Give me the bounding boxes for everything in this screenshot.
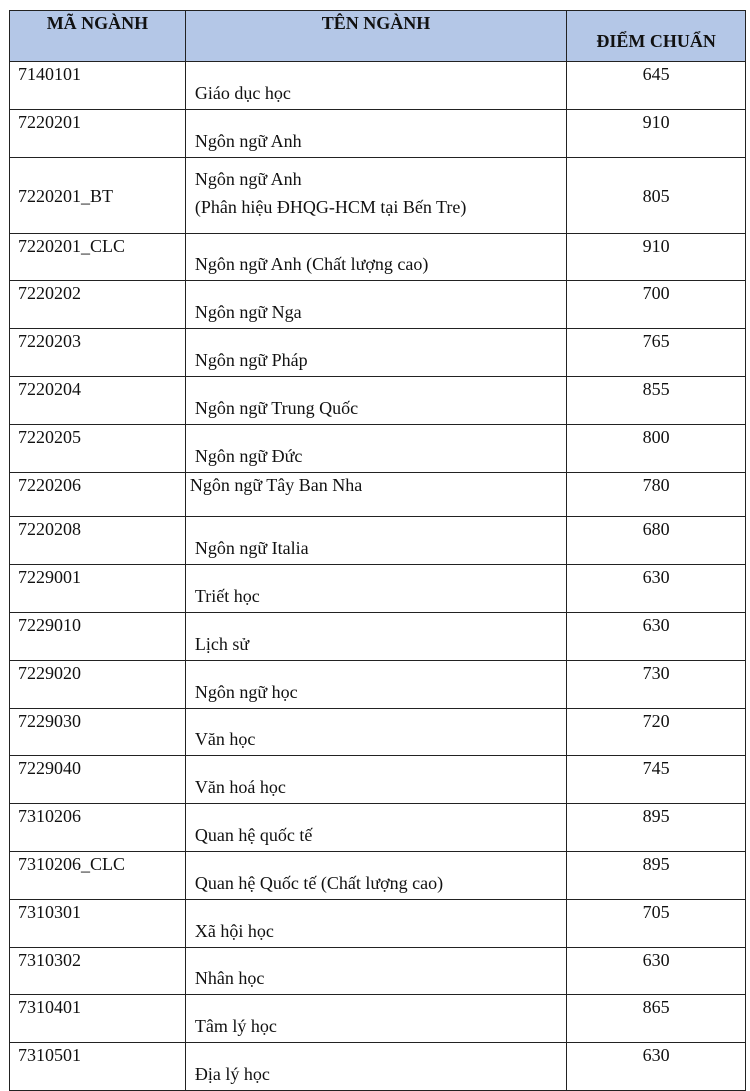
table-row: 7140101 Giáo dục học 645: [9, 61, 746, 110]
cell-name: Quan hệ quốc tế: [184, 803, 568, 852]
cell-name: Văn hoá học: [184, 755, 568, 805]
cell-score: 700: [566, 280, 746, 330]
cell-score: 630: [566, 1042, 746, 1091]
cell-code: 7220201_CLC: [9, 232, 186, 282]
cell-name: Quan hệ Quốc tế (Chất lượng cao): [184, 850, 568, 900]
table-row: 7310501 Địa lý học 630: [9, 1042, 746, 1091]
table-row: 7310302 Nhân học 630: [9, 946, 746, 996]
cell-code: 7220202: [9, 280, 186, 330]
header-name: TÊN NGÀNH: [184, 10, 568, 62]
cell-score: 910: [566, 108, 746, 158]
cell-score: 910: [566, 232, 746, 282]
cell-name: Ngôn ngữ Pháp: [184, 328, 568, 377]
cell-name: Xã hội học: [184, 898, 568, 948]
cell-code: 7220201_BT: [9, 156, 186, 234]
table-row: 7229010 Lịch sử 630: [9, 611, 746, 661]
cell-code: 7220203: [9, 328, 186, 377]
cell-name: Giáo dục học: [184, 61, 568, 110]
table-row: 7310206_CLC Quan hệ Quốc tế (Chất lượng c…: [9, 850, 746, 900]
header-score: ĐIỂM CHUẨN: [566, 10, 746, 62]
cell-score: 895: [566, 850, 746, 900]
table-row: 7220204 Ngôn ngữ Trung Quốc 855: [9, 375, 746, 425]
cell-name: Ngôn ngữ Anh (Chất lượng cao): [184, 232, 568, 282]
cell-name: Ngôn ngữ Nga: [184, 280, 568, 330]
cell-score: 780: [566, 471, 746, 518]
cell-score: 630: [566, 564, 746, 613]
cell-code: 7310302: [9, 946, 186, 996]
cell-name-line1: Ngôn ngữ Anh: [194, 168, 302, 189]
table-row: 7220206 Ngôn ngữ Tây Ban Nha 780: [9, 471, 746, 518]
cell-code: 7310401: [9, 994, 186, 1044]
cell-code: 7229040: [9, 755, 186, 805]
cell-score: 705: [566, 898, 746, 948]
cell-code: 7310206_CLC: [9, 850, 186, 900]
header-code: MÃ NGÀNH: [9, 10, 186, 62]
table-row: 7220201 Ngôn ngữ Anh 910: [9, 108, 746, 158]
cell-code: 7310206: [9, 803, 186, 852]
cell-name: Lịch sử: [184, 611, 568, 661]
cell-score: 745: [566, 755, 746, 805]
cell-name: Ngôn ngữ Trung Quốc: [184, 375, 568, 425]
cell-name: Ngôn ngữ Anh (Phân hiệu ĐHQG-HCM tại Bến …: [184, 156, 568, 234]
cell-score: 895: [566, 803, 746, 852]
cell-code: 7229020: [9, 659, 186, 709]
cell-score: 800: [566, 423, 746, 473]
cell-score: 865: [566, 994, 746, 1044]
table-row: 7220202 Ngôn ngữ Nga 700: [9, 280, 746, 330]
cell-score: 805: [566, 156, 746, 234]
table-row: 7229001 Triết học 630: [9, 564, 746, 613]
table-row: 7220203 Ngôn ngữ Pháp 765: [9, 328, 746, 377]
table-body: 7140101 Giáo dục học 645 7220201 Ngôn ngữ An…: [9, 61, 746, 1091]
table-row: 7310301 Xã hội học 705: [9, 898, 746, 948]
cell-score: 680: [566, 516, 746, 566]
cell-code: 7310301: [9, 898, 186, 948]
header-row: MÃ NGÀNH TÊN NGÀNH ĐIỂM CHUẨN: [9, 10, 746, 62]
table-row: 7229040 Văn hoá học 745: [9, 755, 746, 805]
cell-name: Ngôn ngữ học: [184, 659, 568, 709]
table-row: 7220201_CLC Ngôn ngữ Anh (Chất lượng cao)…: [9, 232, 746, 282]
table-row: 7310401 Tâm lý học 865: [9, 994, 746, 1044]
admission-score-table: MÃ NGÀNH TÊN NGÀNH ĐIỂM CHUẨN 7140101 Giá…: [9, 10, 746, 1091]
cell-name: Địa lý học: [184, 1042, 568, 1091]
table-row: 7220205 Ngôn ngữ Đức 800: [9, 423, 746, 473]
cell-code: 7220201: [9, 108, 186, 158]
table-row: 7229020 Ngôn ngữ học 730: [9, 659, 746, 709]
cell-code: 7229030: [9, 707, 186, 757]
cell-name-line2: (Phân hiệu ĐHQG-HCM tại Bến Tre): [194, 196, 467, 217]
cell-name: Triết học: [184, 564, 568, 613]
cell-score: 730: [566, 659, 746, 709]
cell-name: Nhân học: [184, 946, 568, 996]
cell-code: 7229010: [9, 611, 186, 661]
cell-code: 7229001: [9, 564, 186, 613]
table-row: 7310206 Quan hệ quốc tế 895: [9, 803, 746, 852]
cell-score: 630: [566, 611, 746, 661]
table-row: 7220201_BT Ngôn ngữ Anh (Phân hiệu ĐHQG-HC…: [9, 156, 746, 234]
table-row: 7220208 Ngôn ngữ Italia 680: [9, 516, 746, 566]
cell-code: 7140101: [9, 61, 186, 110]
cell-code: 7220206: [9, 471, 186, 518]
cell-code: 7220208: [9, 516, 186, 566]
cell-score: 765: [566, 328, 746, 377]
table-row: 7229030 Văn học 720: [9, 707, 746, 757]
cell-name: Ngôn ngữ Tây Ban Nha: [184, 471, 568, 518]
cell-code: 7220205: [9, 423, 186, 473]
cell-name: Tâm lý học: [184, 994, 568, 1044]
cell-code: 7220204: [9, 375, 186, 425]
cell-score: 720: [566, 707, 746, 757]
cell-name: Ngôn ngữ Anh: [184, 108, 568, 158]
cell-code: 7310501: [9, 1042, 186, 1091]
cell-score: 645: [566, 61, 746, 110]
cell-name: Văn học: [184, 707, 568, 757]
cell-score: 630: [566, 946, 746, 996]
cell-score: 855: [566, 375, 746, 425]
cell-name: Ngôn ngữ Đức: [184, 423, 568, 473]
cell-name: Ngôn ngữ Italia: [184, 516, 568, 566]
